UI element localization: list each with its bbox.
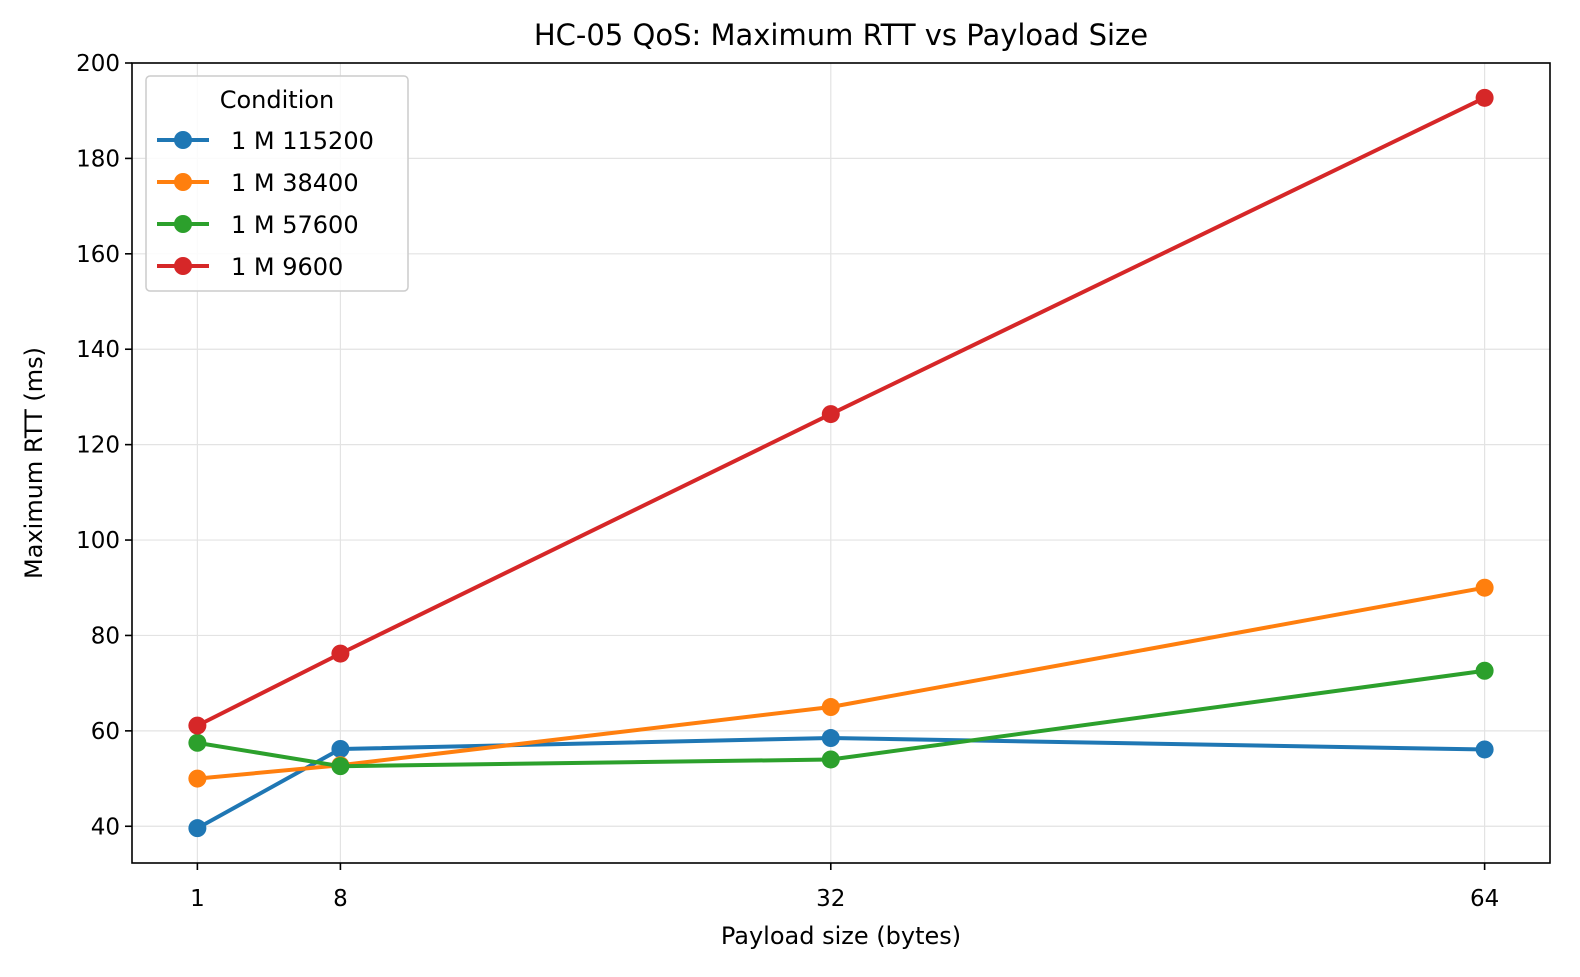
y-tick-label: 100 bbox=[76, 528, 120, 554]
data-point bbox=[821, 405, 840, 424]
y-tick-label: 40 bbox=[91, 814, 120, 840]
data-point bbox=[821, 698, 840, 717]
data-point bbox=[1475, 88, 1494, 107]
legend-box bbox=[145, 75, 409, 292]
y-axis-label: Maximum RTT (ms) bbox=[20, 347, 48, 579]
legend-swatch-marker bbox=[174, 257, 192, 275]
y-tick-label: 160 bbox=[76, 242, 120, 268]
legend-swatch-marker bbox=[174, 131, 192, 149]
y-tick-label: 60 bbox=[91, 719, 120, 745]
series-line bbox=[194, 736, 1487, 831]
data-point bbox=[331, 739, 350, 758]
data-point bbox=[188, 769, 207, 788]
x-axis-label: Payload size (bytes) bbox=[721, 922, 961, 950]
y-tick-label: 180 bbox=[76, 146, 120, 172]
data-point bbox=[188, 716, 207, 735]
series-line bbox=[195, 668, 1487, 769]
legend-label: 1 M 9600 bbox=[231, 253, 343, 281]
x-tick-label: 64 bbox=[1470, 886, 1499, 912]
legend-label: 1 M 115200 bbox=[231, 127, 374, 155]
y-tick-label: 120 bbox=[76, 433, 120, 459]
legend-swatch-marker bbox=[174, 173, 192, 191]
data-point bbox=[331, 757, 350, 776]
chart-title: HC-05 QoS: Maximum RTT vs Payload Size bbox=[534, 18, 1148, 52]
x-tick-label: 1 bbox=[190, 886, 205, 912]
legend-label: 1 M 38400 bbox=[231, 169, 359, 197]
data-point bbox=[331, 644, 350, 663]
x-tick-label: 32 bbox=[816, 886, 845, 912]
legend-label: 1 M 57600 bbox=[231, 211, 359, 239]
series-layer bbox=[188, 88, 1494, 838]
data-point bbox=[188, 733, 207, 752]
y-tick-label: 200 bbox=[76, 51, 120, 77]
data-point bbox=[821, 750, 840, 769]
series-line bbox=[195, 585, 1487, 781]
series-line bbox=[194, 95, 1488, 729]
y-tick-label: 140 bbox=[76, 337, 120, 363]
data-point bbox=[1475, 578, 1494, 597]
data-point bbox=[1475, 661, 1494, 680]
x-tick-label: 8 bbox=[333, 886, 348, 912]
axis-ticks: 40 60 80 100 120 140 160 180 200 1 8 32 64 bbox=[76, 51, 1499, 912]
legend-entries: 1 M 115200 1 M 38400 1 M 57600 1 M 9600 bbox=[157, 127, 374, 281]
data-point bbox=[1475, 740, 1494, 759]
plot-area-frame bbox=[131, 62, 1551, 864]
data-point bbox=[188, 819, 207, 838]
y-tick-label: 80 bbox=[91, 623, 120, 649]
data-point bbox=[821, 729, 840, 748]
legend-swatch-marker bbox=[174, 215, 192, 233]
legend-title: Condition bbox=[220, 86, 335, 114]
